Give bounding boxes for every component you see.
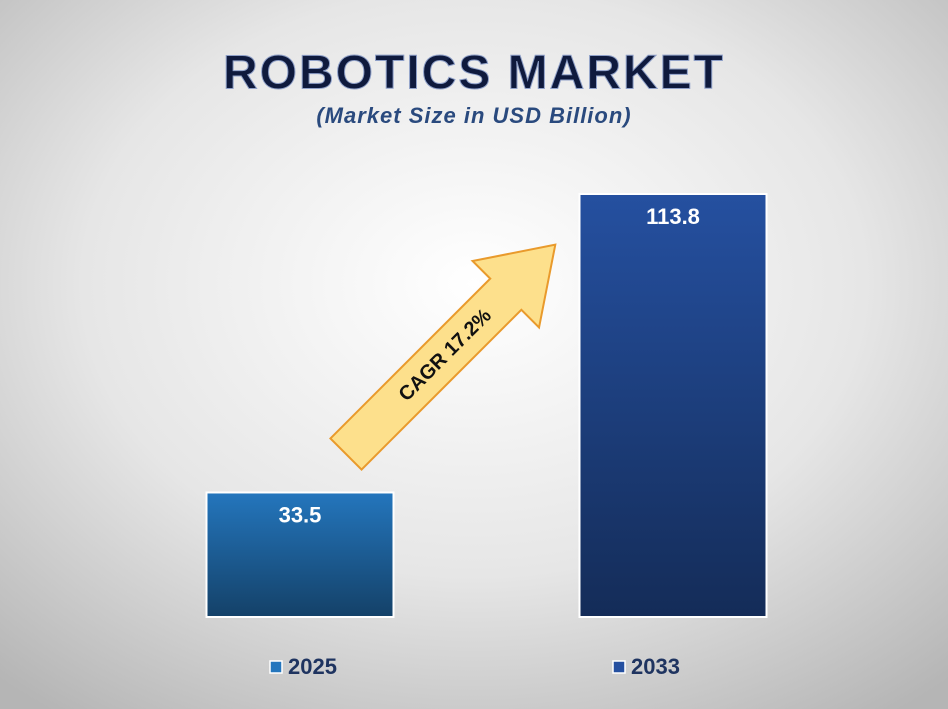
arrow-shape: [329, 243, 557, 471]
data-label: 33.5: [279, 502, 322, 527]
legend-swatch: [269, 660, 283, 674]
data-label: 113.8: [646, 204, 700, 229]
legend-label: 2025: [288, 654, 337, 679]
bar: [578, 193, 768, 618]
bar: [205, 491, 395, 618]
legend-label: 2033: [631, 654, 680, 679]
chart-title: ROBOTICS MARKET: [223, 47, 725, 100]
chart-subtitle: (Market Size in USD Billion): [316, 103, 631, 128]
legend-swatch: [612, 660, 626, 674]
